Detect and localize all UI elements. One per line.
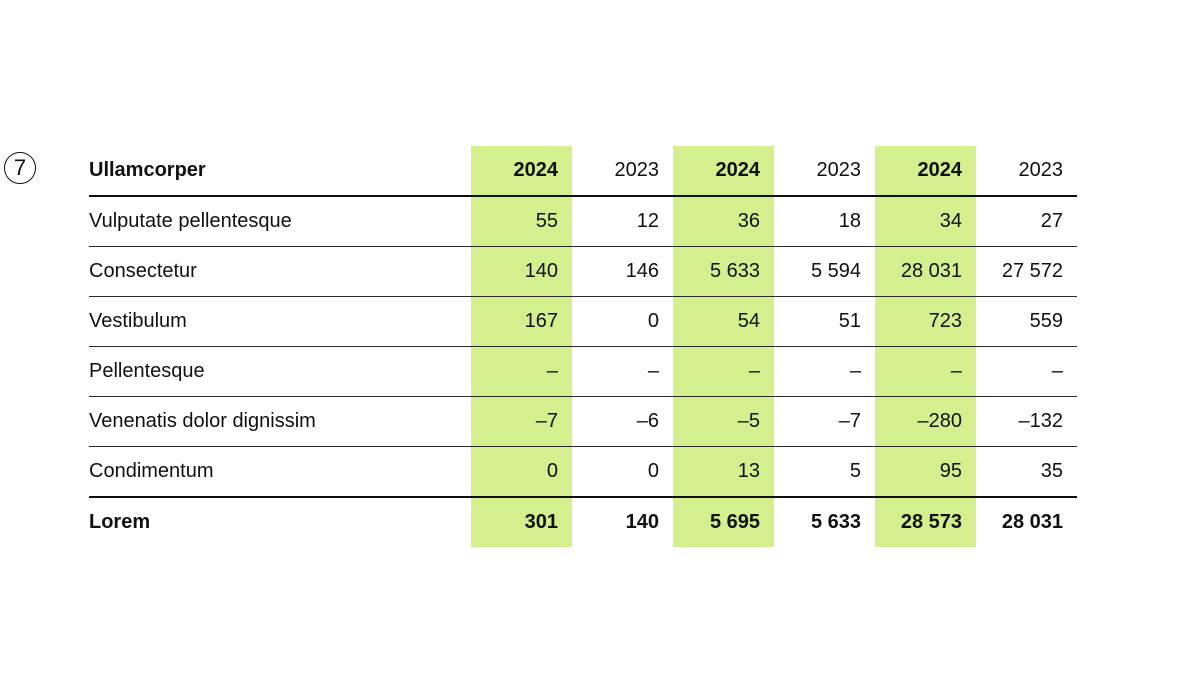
table-row: Consectetur 140 146 5 633 5 594 28 031 2… [89, 246, 1077, 297]
table-cell: –6 [572, 396, 673, 447]
table-cell: – [875, 346, 976, 397]
table-cell: 723 [875, 296, 976, 347]
table-cell: 18 [774, 196, 875, 247]
total-cell: 28 031 [1001, 511, 1063, 533]
table-row: Vestibulum 167 0 54 51 723 559 [89, 296, 1077, 347]
table-cell: –7 [774, 396, 875, 447]
row-label: Venenatis dolor dignissim [89, 396, 471, 447]
table-cell: 5 594 [774, 246, 875, 297]
table-cell: 36 [673, 196, 774, 247]
page-number: 7 [13, 154, 27, 180]
table-cell: 34 [875, 196, 976, 247]
table-cell: 55 [471, 196, 572, 247]
total-label: Lorem [89, 511, 151, 533]
table-cell: 95 [875, 446, 976, 498]
table-cell: 0 [572, 446, 673, 498]
table-row: Condimentum 0 0 13 5 95 35 [89, 446, 1077, 498]
table-cell: 28 031 [875, 246, 976, 297]
table-cell: – [673, 346, 774, 397]
table-cell: 559 [976, 296, 1077, 347]
table-total-row: Lorem 301 140 5 695 5 633 28 573 28 031 [89, 497, 1077, 547]
table-cell: –5 [673, 396, 774, 447]
table-cell: 12 [572, 196, 673, 247]
total-cell: 5 695 [673, 497, 774, 547]
table-cell: 54 [673, 296, 774, 347]
table-cell: –280 [875, 396, 976, 447]
row-label: Condimentum [89, 446, 471, 498]
table-cell: 13 [673, 446, 774, 498]
total-cell: 5 633 [810, 511, 861, 533]
table-cell: – [774, 346, 875, 397]
header-year: 2023 [774, 146, 875, 197]
table-cell: 146 [572, 246, 673, 297]
table-cell: –132 [976, 396, 1077, 447]
financial-table-container: Ullamcorper 2024 2023 2024 2023 2024 202… [89, 146, 1077, 547]
row-label: Vulputate pellentesque [89, 196, 471, 247]
financial-table: Ullamcorper 2024 2023 2024 2023 2024 202… [89, 146, 1077, 547]
header-label: Ullamcorper [89, 146, 471, 197]
header-year: 2023 [572, 146, 673, 197]
table-cell: 35 [976, 446, 1077, 498]
table-cell: – [572, 346, 673, 397]
table-cell: – [976, 346, 1077, 397]
table-cell: – [471, 346, 572, 397]
row-label: Consectetur [89, 246, 471, 297]
header-year: 2024 [673, 146, 774, 197]
total-cell: 28 573 [875, 497, 976, 547]
total-cell: 140 [625, 511, 659, 533]
table-cell: 27 [976, 196, 1077, 247]
table-row: Venenatis dolor dignissim –7 –6 –5 –7 –2… [89, 396, 1077, 447]
table-cell: 27 572 [976, 246, 1077, 297]
table-cell: 51 [774, 296, 875, 347]
header-year: 2024 [471, 146, 572, 197]
table-row: Pellentesque – – – – – – [89, 346, 1077, 397]
table-cell: 0 [471, 446, 572, 498]
table-cell: 5 [774, 446, 875, 498]
table-cell: 0 [572, 296, 673, 347]
table-cell: –7 [471, 396, 572, 447]
table-cell: 167 [471, 296, 572, 347]
row-label: Vestibulum [89, 296, 471, 347]
table-header-row: Ullamcorper 2024 2023 2024 2023 2024 202… [89, 146, 1077, 197]
table-cell: 5 633 [673, 246, 774, 297]
table-cell: 140 [471, 246, 572, 297]
page-number-badge: 7 [4, 152, 36, 184]
row-label: Pellentesque [89, 346, 471, 397]
header-year: 2024 [875, 146, 976, 197]
table-row: Vulputate pellentesque 55 12 36 18 34 27 [89, 196, 1077, 247]
header-year: 2023 [976, 146, 1077, 197]
total-cell: 301 [471, 497, 572, 547]
